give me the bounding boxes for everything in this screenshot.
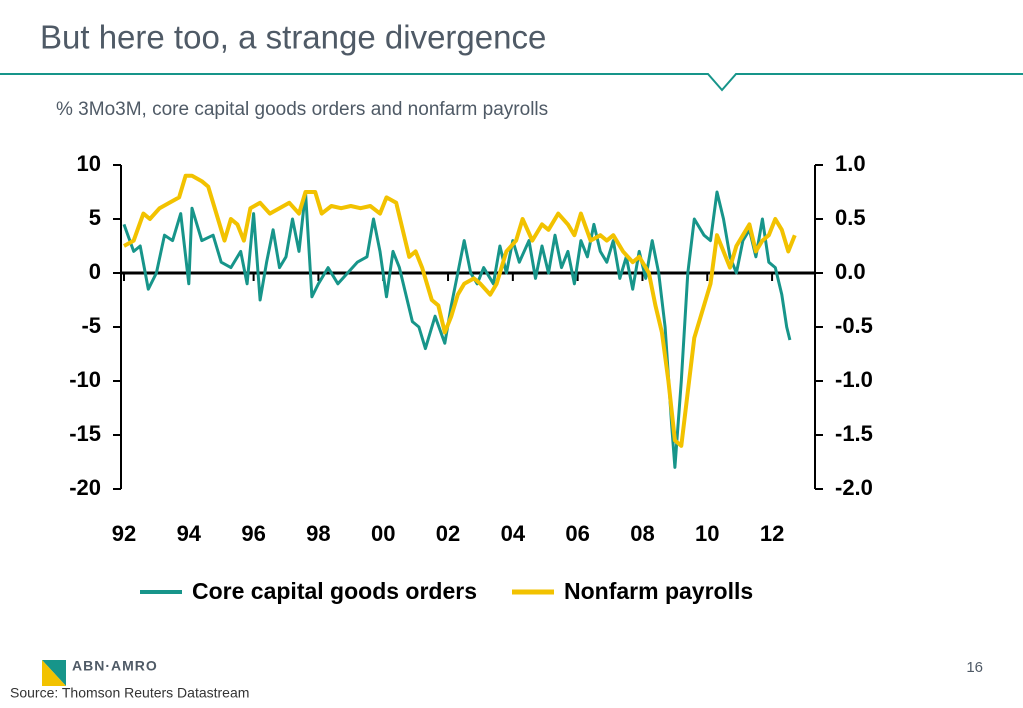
y-tick-label: -20: [69, 475, 101, 500]
x-tick-label: 96: [241, 521, 265, 546]
y-tick-label: -10: [69, 367, 101, 392]
series-line: [122, 190, 792, 469]
legend-label: Nonfarm payrolls: [564, 578, 753, 604]
x-tick-label: 00: [371, 521, 395, 546]
legend-label: Core capital goods orders: [192, 578, 477, 604]
x-tick-label: 02: [436, 521, 460, 546]
page-number: 16: [966, 659, 983, 676]
header-rule: [0, 73, 1023, 92]
y-tick-label: 10: [77, 151, 101, 176]
subtitle: % 3Mo3M, core capital goods orders and n…: [56, 99, 548, 120]
x-tick-label: 98: [306, 521, 330, 546]
y-tick-label: -5: [81, 313, 101, 338]
x-tick-label: 94: [177, 521, 202, 546]
slide-title: But here too, a strange divergence: [40, 19, 546, 56]
x-tick-label: 08: [630, 521, 654, 546]
x-tick-label: 04: [501, 521, 526, 546]
x-tick-label: 10: [695, 521, 719, 546]
y2-tick-label: 0.5: [835, 205, 866, 230]
logo-mark: [42, 660, 66, 686]
y2-tick-label: -1.5: [835, 421, 873, 446]
logo: ABN·AMRO: [42, 658, 158, 686]
x-tick-label: 12: [760, 521, 784, 546]
y2-tick-label: 1.0: [835, 151, 866, 176]
y-tick-label: 0: [89, 259, 101, 284]
source: Source: Thomson Reuters Datastream: [10, 685, 249, 701]
y2-tick-label: -2.0: [835, 475, 873, 500]
logo-text: ABN·AMRO: [72, 658, 158, 674]
y2-tick-label: -0.5: [835, 313, 873, 338]
y2-tick-label: 0.0: [835, 259, 866, 284]
x-tick-label: 06: [565, 521, 589, 546]
y-tick-label: -15: [69, 421, 101, 446]
series-line: [123, 173, 797, 448]
y2-tick-label: -1.0: [835, 367, 873, 392]
y-tick-label: 5: [89, 205, 101, 230]
x-tick-label: 92: [112, 521, 136, 546]
